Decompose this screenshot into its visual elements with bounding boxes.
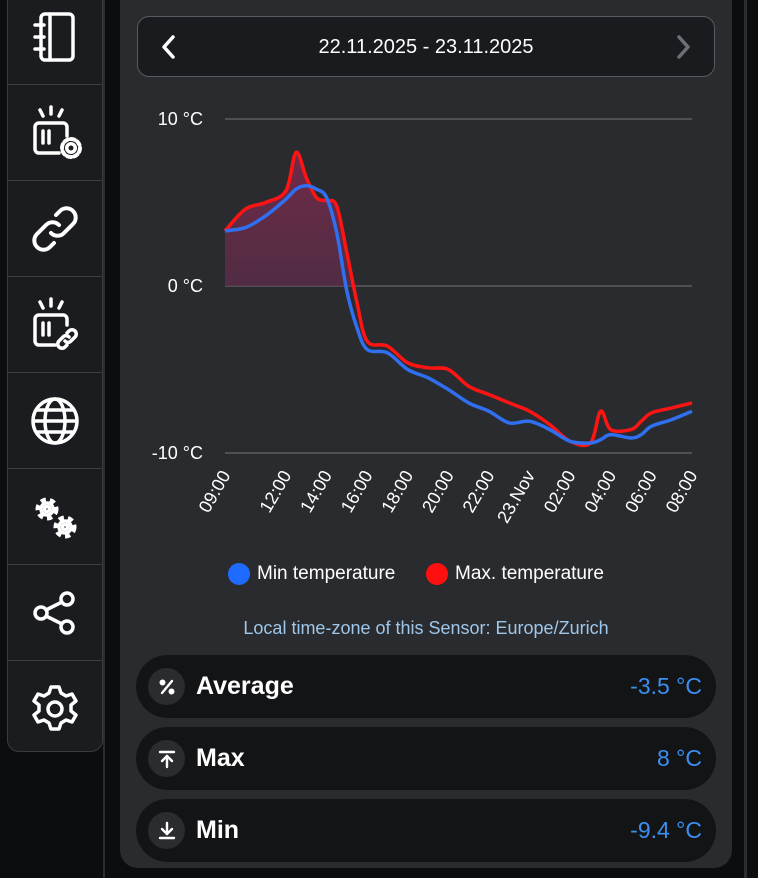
arrow-up-to-line-icon — [148, 740, 185, 777]
sidebar-item-links[interactable] — [8, 181, 102, 277]
right-divider — [744, 0, 747, 878]
series-max-line — [223, 150, 693, 448]
percent-icon — [148, 668, 185, 705]
gears-icon — [35, 497, 77, 538]
stat-max: Max 8 °C — [136, 727, 716, 790]
sensor-settings-icon — [33, 104, 82, 159]
stat-average: Average -3.5 °C — [136, 655, 716, 718]
y-tick-label: -10 °C — [152, 443, 203, 463]
sidebar-divider — [103, 0, 105, 878]
x-tick-label: 04:00 — [580, 467, 620, 516]
temperature-chart: 10 °C 0 °C -10 °C 09:00 12:00 14:00 16:00 18:00… — [152, 109, 702, 526]
sensor-link-icon — [33, 296, 78, 350]
sidebar-item-gears[interactable] — [8, 469, 102, 565]
x-tick-label: 12:00 — [256, 467, 296, 516]
x-tick-label: 16:00 — [337, 467, 377, 516]
stat-min-value: -9.4 °C — [630, 817, 702, 843]
x-tick-label: 20:00 — [418, 467, 458, 516]
sensor-panel — [120, 0, 732, 868]
sidebar — [7, 0, 103, 752]
stat-max-value: 8 °C — [657, 745, 702, 771]
legend-min-dot — [228, 563, 250, 585]
series-min-line — [224, 184, 693, 445]
notebook-icon — [33, 11, 75, 62]
legend-max[interactable]: Max. temperature — [426, 563, 604, 585]
sidebar-item-notebook[interactable] — [8, 0, 102, 85]
sidebar-item-sensor-links[interactable] — [8, 277, 102, 373]
chevron-right-icon[interactable] — [668, 32, 698, 62]
sidebar-item-globe[interactable] — [8, 373, 102, 469]
sidebar-item-sensor-settings[interactable] — [8, 85, 102, 181]
y-tick-label: 10 °C — [158, 109, 203, 129]
sidebar-item-settings[interactable] — [8, 661, 102, 751]
arrow-down-to-line-icon — [148, 812, 185, 849]
legend-max-dot — [426, 563, 448, 585]
legend-max-label: Max. temperature — [455, 563, 604, 584]
legend-min[interactable]: Min temperature — [228, 563, 395, 585]
x-tick-label: 06:00 — [621, 467, 661, 516]
stat-max-label: Max — [196, 744, 245, 772]
timezone-note: Local time-zone of this Sensor: Europe/Z… — [243, 618, 609, 638]
chevron-left-icon[interactable] — [154, 32, 184, 62]
x-tick-label: 08:00 — [662, 467, 702, 516]
date-range-selector: 22.11.2025 - 23.11.2025 — [137, 16, 715, 77]
y-tick-label: 0 °C — [168, 276, 203, 296]
legend-min-label: Min temperature — [257, 563, 396, 584]
sidebar-item-share[interactable] — [8, 565, 102, 661]
x-tick-label: 14:00 — [296, 467, 336, 516]
x-tick-label: 23.Nov — [493, 467, 539, 526]
x-tick-label: 18:00 — [377, 467, 417, 516]
stat-min-label: Min — [196, 816, 240, 844]
area-fill — [225, 152, 692, 286]
share-icon — [33, 590, 75, 635]
stat-average-label: Average — [196, 672, 294, 700]
stat-average-value: -3.5 °C — [630, 673, 702, 699]
x-tick-label: 02:00 — [540, 467, 580, 516]
link-icon — [32, 205, 78, 252]
x-tick-label: 09:00 — [195, 467, 235, 516]
globe-icon — [31, 396, 79, 445]
stat-min: Min -9.4 °C — [136, 799, 716, 862]
date-range-label: 22.11.2025 - 23.11.2025 — [318, 36, 534, 58]
settings-icon — [32, 685, 78, 731]
x-tick-label: 22:00 — [459, 467, 499, 516]
